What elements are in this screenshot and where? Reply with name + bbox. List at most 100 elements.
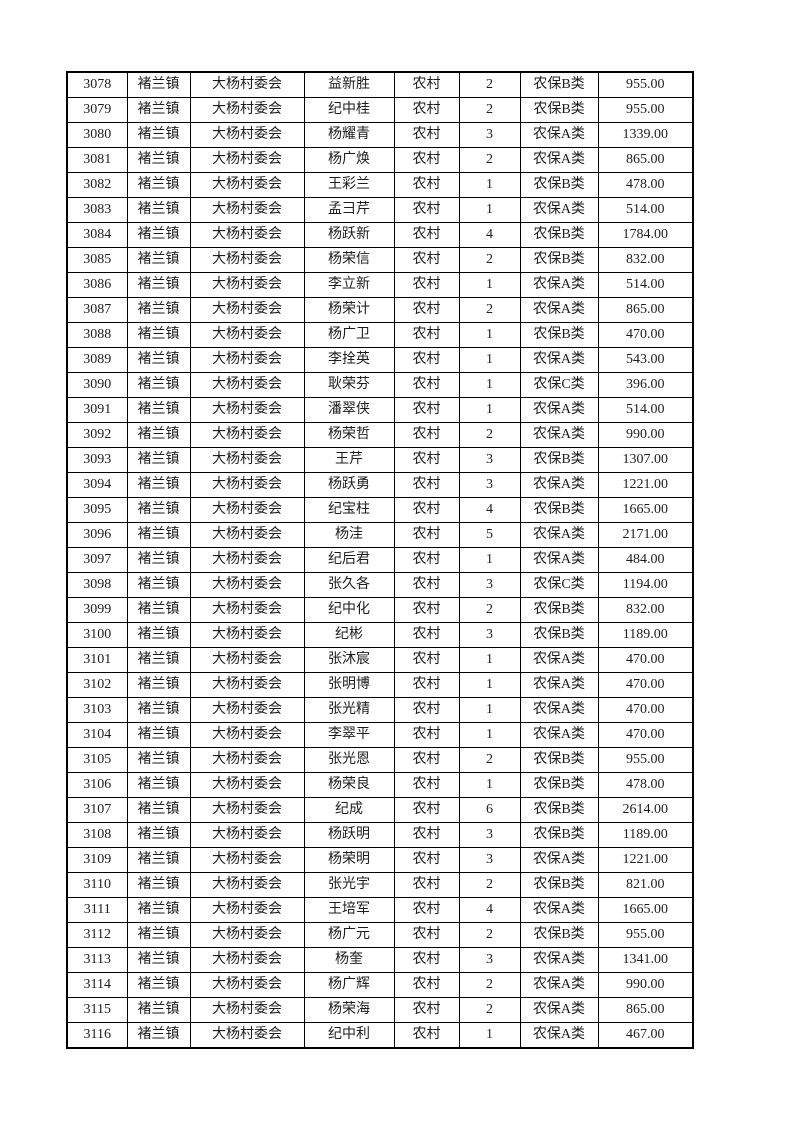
insurance-category-cell: 农保B类	[519, 247, 599, 273]
table-row: 3103 褚兰镇 大杨村委会 张光精 农村 1 农保A类 470.00	[66, 697, 694, 723]
town-cell: 褚兰镇	[126, 772, 191, 798]
person-name-cell: 杨广辉	[303, 972, 395, 998]
person-count-cell: 1	[458, 197, 521, 223]
table-row: 3093 褚兰镇 大杨村委会 王芹 农村 3 农保B类 1307.00	[66, 447, 694, 473]
village-committee-cell: 大杨村委会	[189, 97, 305, 123]
amount-cell: 1189.00	[597, 622, 694, 648]
village-committee-cell: 大杨村委会	[189, 71, 305, 98]
insurance-category-cell: 农保A类	[519, 1022, 599, 1049]
insurance-category-cell: 农保A类	[519, 422, 599, 448]
residence-type-cell: 农村	[393, 597, 460, 623]
serial-cell: 3091	[66, 397, 128, 423]
serial-cell: 3079	[66, 97, 128, 123]
town-cell: 褚兰镇	[126, 722, 191, 748]
person-count-cell: 2	[458, 147, 521, 173]
person-count-cell: 2	[458, 972, 521, 998]
town-cell: 褚兰镇	[126, 97, 191, 123]
insurance-category-cell: 农保B类	[519, 622, 599, 648]
town-cell: 褚兰镇	[126, 797, 191, 823]
table-row: 3102 褚兰镇 大杨村委会 张明博 农村 1 农保A类 470.00	[66, 672, 694, 698]
town-cell: 褚兰镇	[126, 71, 191, 98]
person-count-cell: 2	[458, 97, 521, 123]
person-count-cell: 3	[458, 447, 521, 473]
town-cell: 褚兰镇	[126, 422, 191, 448]
person-count-cell: 2	[458, 872, 521, 898]
insurance-category-cell: 农保A类	[519, 997, 599, 1023]
person-name-cell: 孟彐芹	[303, 197, 395, 223]
village-committee-cell: 大杨村委会	[189, 897, 305, 923]
serial-cell: 3107	[66, 797, 128, 823]
serial-cell: 3095	[66, 497, 128, 523]
serial-cell: 3098	[66, 572, 128, 598]
insurance-category-cell: 农保B类	[519, 822, 599, 848]
serial-cell: 3089	[66, 347, 128, 373]
person-count-cell: 1	[458, 672, 521, 698]
amount-cell: 1189.00	[597, 822, 694, 848]
serial-cell: 3085	[66, 247, 128, 273]
amount-cell: 478.00	[597, 172, 694, 198]
village-committee-cell: 大杨村委会	[189, 972, 305, 998]
insurance-category-cell: 农保B类	[519, 772, 599, 798]
table-row: 3095 褚兰镇 大杨村委会 纪宝柱 农村 4 农保B类 1665.00	[66, 497, 694, 523]
serial-cell: 3105	[66, 747, 128, 773]
table-row: 3111 褚兰镇 大杨村委会 王培军 农村 4 农保A类 1665.00	[66, 897, 694, 923]
village-committee-cell: 大杨村委会	[189, 797, 305, 823]
village-committee-cell: 大杨村委会	[189, 222, 305, 248]
serial-cell: 3096	[66, 522, 128, 548]
table-row: 3082 褚兰镇 大杨村委会 王彩兰 农村 1 农保B类 478.00	[66, 172, 694, 198]
person-name-cell: 张沐宸	[303, 647, 395, 673]
town-cell: 褚兰镇	[126, 847, 191, 873]
amount-cell: 990.00	[597, 972, 694, 998]
town-cell: 褚兰镇	[126, 972, 191, 998]
person-name-cell: 纪中化	[303, 597, 395, 623]
insurance-category-cell: 农保C类	[519, 572, 599, 598]
village-committee-cell: 大杨村委会	[189, 397, 305, 423]
village-committee-cell: 大杨村委会	[189, 922, 305, 948]
insurance-category-cell: 农保A类	[519, 847, 599, 873]
village-committee-cell: 大杨村委会	[189, 872, 305, 898]
table-row: 3086 褚兰镇 大杨村委会 李立新 农村 1 农保A类 514.00	[66, 272, 694, 298]
residence-type-cell: 农村	[393, 522, 460, 548]
person-name-cell: 纪后君	[303, 547, 395, 573]
amount-cell: 467.00	[597, 1022, 694, 1049]
person-count-cell: 1	[458, 722, 521, 748]
residence-type-cell: 农村	[393, 672, 460, 698]
person-name-cell: 王彩兰	[303, 172, 395, 198]
residence-type-cell: 农村	[393, 572, 460, 598]
person-count-cell: 2	[458, 997, 521, 1023]
insurance-category-cell: 农保B类	[519, 322, 599, 348]
amount-cell: 514.00	[597, 397, 694, 423]
insurance-category-cell: 农保B类	[519, 447, 599, 473]
insurance-category-cell: 农保A类	[519, 197, 599, 223]
insurance-category-cell: 农保A类	[519, 547, 599, 573]
table-row: 3114 褚兰镇 大杨村委会 杨广辉 农村 2 农保A类 990.00	[66, 972, 694, 998]
town-cell: 褚兰镇	[126, 747, 191, 773]
person-count-cell: 2	[458, 71, 521, 98]
village-committee-cell: 大杨村委会	[189, 122, 305, 148]
residence-type-cell: 农村	[393, 797, 460, 823]
village-committee-cell: 大杨村委会	[189, 422, 305, 448]
amount-cell: 1784.00	[597, 222, 694, 248]
table-row: 3109 褚兰镇 大杨村委会 杨荣明 农村 3 农保A类 1221.00	[66, 847, 694, 873]
person-name-cell: 张光恩	[303, 747, 395, 773]
person-name-cell: 李立新	[303, 272, 395, 298]
village-committee-cell: 大杨村委会	[189, 622, 305, 648]
village-committee-cell: 大杨村委会	[189, 647, 305, 673]
person-name-cell: 张明博	[303, 672, 395, 698]
serial-cell: 3088	[66, 322, 128, 348]
village-committee-cell: 大杨村委会	[189, 297, 305, 323]
residence-type-cell: 农村	[393, 71, 460, 98]
village-committee-cell: 大杨村委会	[189, 697, 305, 723]
residence-type-cell: 农村	[393, 947, 460, 973]
town-cell: 褚兰镇	[126, 397, 191, 423]
village-committee-cell: 大杨村委会	[189, 322, 305, 348]
table-row: 3088 褚兰镇 大杨村委会 杨广卫 农村 1 农保B类 470.00	[66, 322, 694, 348]
amount-cell: 832.00	[597, 597, 694, 623]
village-committee-cell: 大杨村委会	[189, 772, 305, 798]
serial-cell: 3116	[66, 1022, 128, 1049]
person-name-cell: 张光宇	[303, 872, 395, 898]
amount-cell: 865.00	[597, 997, 694, 1023]
table-row: 3100 褚兰镇 大杨村委会 纪彬 农村 3 农保B类 1189.00	[66, 622, 694, 648]
residence-type-cell: 农村	[393, 922, 460, 948]
table-row: 3115 褚兰镇 大杨村委会 杨荣海 农村 2 农保A类 865.00	[66, 997, 694, 1023]
